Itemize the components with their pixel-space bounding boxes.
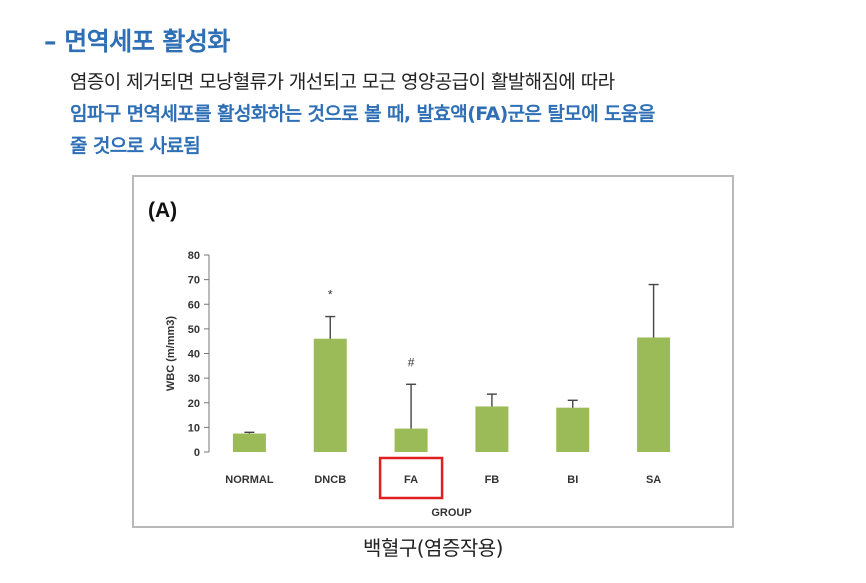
x-tick-label-normal: NORMAL — [225, 474, 274, 486]
y-tick-label: 50 — [188, 324, 200, 336]
wbc-bar-chart: (A) 0 10 20 30 40 50 60 70 80 WBC (m/mm3) NORMAL * D… — [148, 199, 671, 519]
y-tick-label: 30 — [188, 373, 200, 385]
bar-sa — [637, 337, 671, 452]
significance-marker-dncb: * — [328, 288, 333, 302]
x-tick-label-fb: FB — [485, 474, 500, 486]
bar-normal — [232, 433, 266, 452]
y-axis-label: WBC (m/mm3) — [165, 316, 177, 392]
description-line-2: 임파구 면역세포를 활성화하는 것으로 볼 때, 발효액(FA)군은 탈모에 도… — [70, 103, 655, 125]
y-tick-label: 0 — [194, 447, 200, 459]
chart-labels: 0 10 20 30 40 50 60 70 80 WBC (m/mm3) NORMAL * DNCB #… — [165, 250, 661, 519]
x-tick-label-fa: FA — [404, 474, 418, 486]
bar-fa — [394, 428, 428, 452]
bar-bi — [556, 407, 590, 452]
chart-caption: 백혈구(염증작용) — [363, 536, 503, 560]
x-tick-label-dncb: DNCB — [314, 474, 346, 486]
significance-marker-fa: # — [408, 355, 415, 369]
description-line-1: 염증이 제거되면 모낭혈류가 개선되고 모근 영양공급이 활발해짐에 따라 — [70, 71, 615, 93]
description-paragraph: 염증이 제거되면 모낭혈류가 개선되고 모근 영양공급이 활발해짐에 따라 임파… — [70, 66, 850, 162]
x-tick-label-sa: SA — [646, 474, 661, 486]
x-tick-label-bi: BI — [567, 474, 578, 486]
y-tick-label: 80 — [188, 250, 200, 262]
chart-axes — [204, 254, 210, 453]
x-axis-label: GROUP — [431, 507, 471, 519]
y-tick-label: 20 — [188, 398, 200, 410]
y-tick-label: 10 — [188, 422, 200, 434]
bar-dncb — [313, 338, 347, 452]
panel-label: (A) — [148, 199, 177, 222]
y-tick-label: 70 — [188, 275, 200, 287]
bar-fb — [475, 406, 509, 452]
description-line-3: 줄 것으로 사료됨 — [70, 135, 201, 157]
y-tick-label: 60 — [188, 299, 200, 311]
section-heading: – 면역세포 활성화 — [44, 27, 230, 56]
y-tick-label: 40 — [188, 349, 200, 361]
chart-bars — [232, 283, 671, 452]
chart-frame: (A) 0 10 20 30 40 50 60 70 80 WBC (m/mm3) NORMAL * D… — [132, 175, 734, 528]
highlight-box-fa — [378, 456, 444, 500]
